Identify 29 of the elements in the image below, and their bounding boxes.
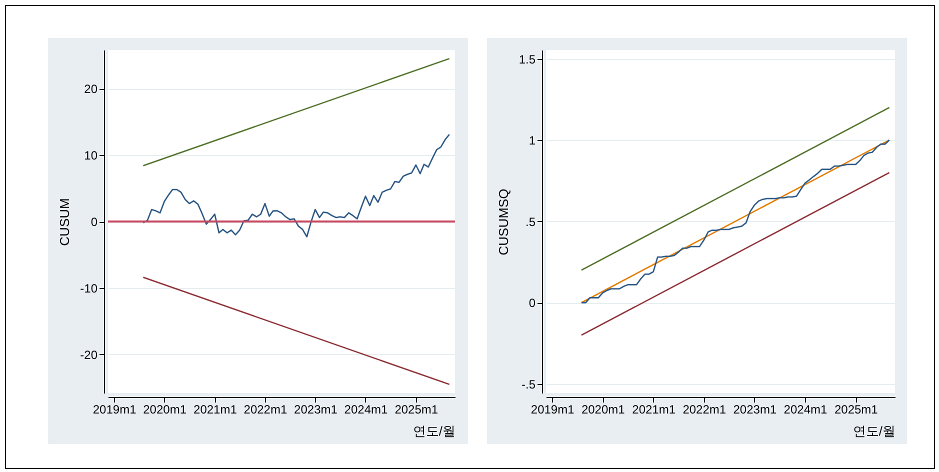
y-axis-title: CUSUM xyxy=(57,198,72,246)
y-tick-label: 1.5 xyxy=(518,52,536,66)
y-tick-label: 0 xyxy=(90,215,98,229)
x-tick-label: 2024m1 xyxy=(344,402,388,416)
x-tick-label: 2022m1 xyxy=(244,402,288,416)
y-tick-label: -10 xyxy=(80,281,98,296)
x-tick-label: 2020m1 xyxy=(581,402,626,416)
y-tick-label: 0 xyxy=(528,296,536,310)
x-tick-label: 2022m1 xyxy=(682,402,726,416)
x-tick-label: 2021m1 xyxy=(194,402,238,416)
x-tick-label: 2025m1 xyxy=(394,402,438,416)
y-axis-title: CUSUMSQ xyxy=(496,188,511,256)
x-tick-label: 2023m1 xyxy=(733,402,777,416)
x-axis-title: 연도/월 xyxy=(852,424,896,438)
x-tick-label: 2021m1 xyxy=(632,402,676,416)
y-tick-label: 1 xyxy=(528,134,536,148)
x-tick-label: 2023m1 xyxy=(294,402,338,416)
x-tick-label: 2019m1 xyxy=(530,402,575,416)
x-tick-label: 2019m1 xyxy=(92,402,137,416)
x-axis-title: 연도/월 xyxy=(412,424,456,438)
x-tick-label: 2024m1 xyxy=(784,402,828,416)
y-tick-label: 10 xyxy=(84,148,98,163)
y-tick-label: 20 xyxy=(84,82,98,96)
line-series xyxy=(142,134,450,238)
x-tick-label: 2025m1 xyxy=(834,402,878,416)
y-tick-label: -20 xyxy=(80,348,98,362)
y-tick-label: -.5 xyxy=(521,377,536,392)
y-tick-label: .5 xyxy=(525,214,536,229)
x-tick-label: 2020m1 xyxy=(143,402,187,416)
